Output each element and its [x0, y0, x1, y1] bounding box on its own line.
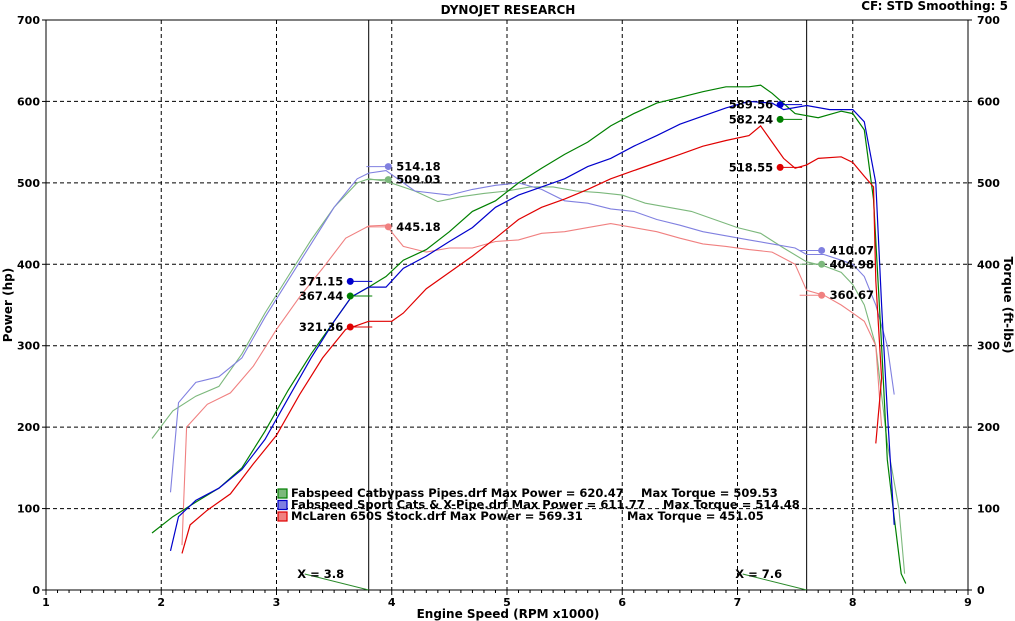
grid — [46, 20, 968, 590]
y-tick-label: 300 — [17, 340, 40, 353]
marker-point — [776, 115, 784, 123]
x-tick-label: 4 — [388, 596, 396, 609]
marker-label: 518.55 — [729, 160, 773, 174]
y-tick-label: 200 — [17, 421, 40, 434]
marker-point — [818, 260, 826, 268]
marker-label: 367.44 — [299, 289, 343, 303]
cursor-ray — [742, 573, 807, 591]
y2-tick-label: 200 — [977, 421, 1000, 434]
marker-point — [346, 323, 354, 331]
x-tick-label: 3 — [273, 596, 281, 609]
legend-max-torque: Max Torque = 451.05 — [627, 509, 764, 523]
marker-point — [384, 163, 392, 171]
x-tick-label: 8 — [849, 596, 857, 609]
y2-tick-label: 300 — [977, 340, 1000, 353]
x-tick-label: 7 — [734, 596, 742, 609]
y-tick-label: 100 — [17, 503, 40, 516]
y2-tick-label: 0 — [977, 584, 985, 597]
y-tick-label: 0 — [32, 584, 40, 597]
torque-line — [169, 170, 895, 493]
y-tick-label: 700 — [17, 14, 40, 27]
marker-label: 589.56 — [729, 98, 773, 112]
x-axis-label: Engine Speed (RPM x1000) — [417, 607, 600, 621]
marker-point — [346, 277, 354, 285]
cursor-label: X = 7.6 — [735, 567, 782, 581]
legend: Fabspeed Catbypass Pipes.drf Max Power =… — [277, 486, 800, 523]
marker-label: 514.18 — [396, 160, 440, 174]
marker-point — [818, 246, 826, 254]
legend-entry: McLaren 650S Stock.drf Max Power = 569.3… — [291, 509, 583, 523]
torque-line — [151, 178, 906, 574]
marker-point — [776, 101, 784, 109]
marker-point — [818, 291, 826, 299]
chart-title: DYNOJET RESEARCH — [441, 3, 576, 17]
markers: 367.44 509.03 582.24 404.98 371.15 514.18 589.… — [299, 98, 874, 334]
y2-tick-label: 600 — [977, 95, 1000, 108]
marker-label: 410.07 — [830, 243, 874, 257]
legend-swatch — [277, 488, 288, 499]
marker-point — [776, 163, 784, 171]
legend-max-torque: Max Torque = 509.53 — [641, 486, 778, 500]
y2-tick-label: 700 — [977, 14, 1000, 27]
legend-swatch — [277, 499, 288, 511]
marker-label: 582.24 — [729, 112, 773, 126]
x-tick-label: 5 — [503, 596, 511, 609]
legend-swatch — [277, 511, 288, 522]
series-layer — [151, 84, 907, 584]
power-line — [181, 125, 883, 554]
marker-point — [384, 223, 392, 231]
x-tick-label: 1 — [42, 596, 50, 609]
marker-point — [384, 176, 392, 184]
cursor-ray — [304, 573, 369, 591]
power-line — [169, 100, 895, 552]
marker-label: 445.18 — [396, 220, 440, 234]
x-tick-label: 2 — [157, 596, 165, 609]
settings-readout: CF: STD Smoothing: 5 — [861, 0, 1008, 13]
legend-max-torque: Max Torque = 514.48 — [663, 498, 800, 512]
y-tick-label: 400 — [17, 258, 40, 271]
legend-entry: Fabspeed Sport Cats & X-Pipe.drf Max Pow… — [291, 498, 645, 512]
legend-entry: Fabspeed Catbypass Pipes.drf Max Power =… — [291, 486, 624, 500]
marker-label: 360.67 — [830, 288, 874, 302]
marker-label: 404.98 — [830, 257, 874, 271]
marker-label: 509.03 — [396, 173, 440, 187]
marker-label: 371.15 — [299, 274, 343, 288]
y2-tick-label: 500 — [977, 177, 1000, 190]
marker-point — [346, 292, 354, 300]
power-line — [151, 84, 907, 584]
y2-axis-label: Torque (ft-lbs) — [1001, 257, 1015, 354]
y-tick-label: 500 — [17, 177, 40, 190]
cursor-label: X = 3.8 — [297, 567, 344, 581]
y-axis-label: Power (hp) — [1, 268, 15, 342]
y-tick-label: 600 — [17, 95, 40, 108]
torque-line — [181, 223, 883, 546]
x-tick-label: 6 — [618, 596, 626, 609]
x-tick-label: 9 — [964, 596, 972, 609]
cursors: X = 3.8 X = 7.6 — [297, 20, 808, 591]
y2-tick-label: 400 — [977, 258, 1000, 271]
marker-label: 321.36 — [299, 320, 343, 334]
y2-tick-label: 100 — [977, 503, 1000, 516]
